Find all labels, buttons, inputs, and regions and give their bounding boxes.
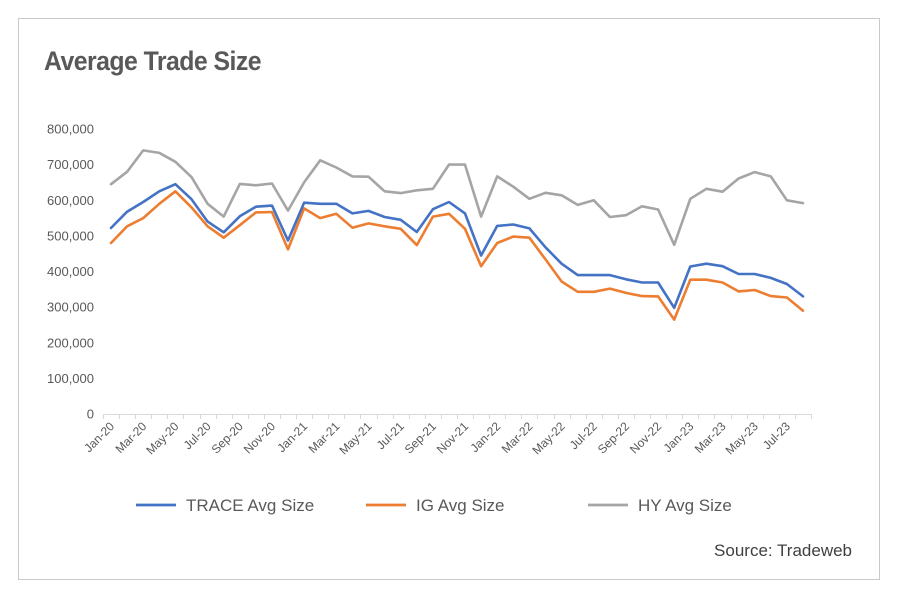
legend: TRACE Avg Size IG Avg Size HY Avg Size [136,496,732,515]
y-tick-label: 800,000 [47,122,94,137]
x-tick-label: Jan-22 [467,419,503,455]
x-tick-label: Mar-23 [692,419,729,456]
x-tick-label: Mar-21 [306,419,343,456]
x-tick-label: Jan-23 [661,419,697,455]
y-tick-label: 300,000 [47,300,94,315]
y-tick-label: 100,000 [47,371,94,386]
x-tick-label: May-22 [530,419,568,457]
x-tick-label: Sep-22 [595,419,632,456]
x-tick-label: Jul-23 [760,419,793,452]
x-tick-label: May-23 [723,419,761,457]
y-tick-label: 400,000 [47,264,94,279]
x-tick-label: May-20 [143,419,181,457]
x-tick-label: Jan-21 [274,419,310,455]
chart-frame [18,18,880,580]
y-tick-label: 500,000 [47,228,94,243]
x-tick-label: Nov-22 [627,419,664,456]
chart-title: Average Trade Size [44,46,262,76]
y-tick-label: 0 [87,407,94,422]
legend-label: IG Avg Size [416,496,505,515]
series-lines [109,149,805,321]
x-tick-label: Jan-20 [81,419,117,455]
legend-label: HY Avg Size [638,496,732,515]
series-line-trace-avg-size [109,182,805,310]
y-tick-label: 600,000 [47,193,94,208]
y-tick-label: 200,000 [47,335,94,350]
x-tick-label: Nov-21 [434,419,471,456]
x-tick-label: May-21 [336,419,374,457]
x-tick-label: Sep-20 [209,419,246,456]
x-tick-label: Nov-20 [241,419,278,456]
x-tick-label: Mar-22 [499,419,536,456]
y-axis-ticks: 0 100,000 200,000 300,000 400,000 500,000 600,… [47,122,94,422]
source-note: Source: Tradeweb [714,541,852,560]
axes [103,414,812,419]
legend-label: TRACE Avg Size [186,496,314,515]
y-tick-label: 700,000 [47,157,94,172]
series-line-ig-avg-size [109,190,805,321]
x-tick-label: Mar-20 [113,419,150,456]
series-line-hy-avg-size [109,149,805,247]
x-tick-label: Sep-21 [402,419,439,456]
